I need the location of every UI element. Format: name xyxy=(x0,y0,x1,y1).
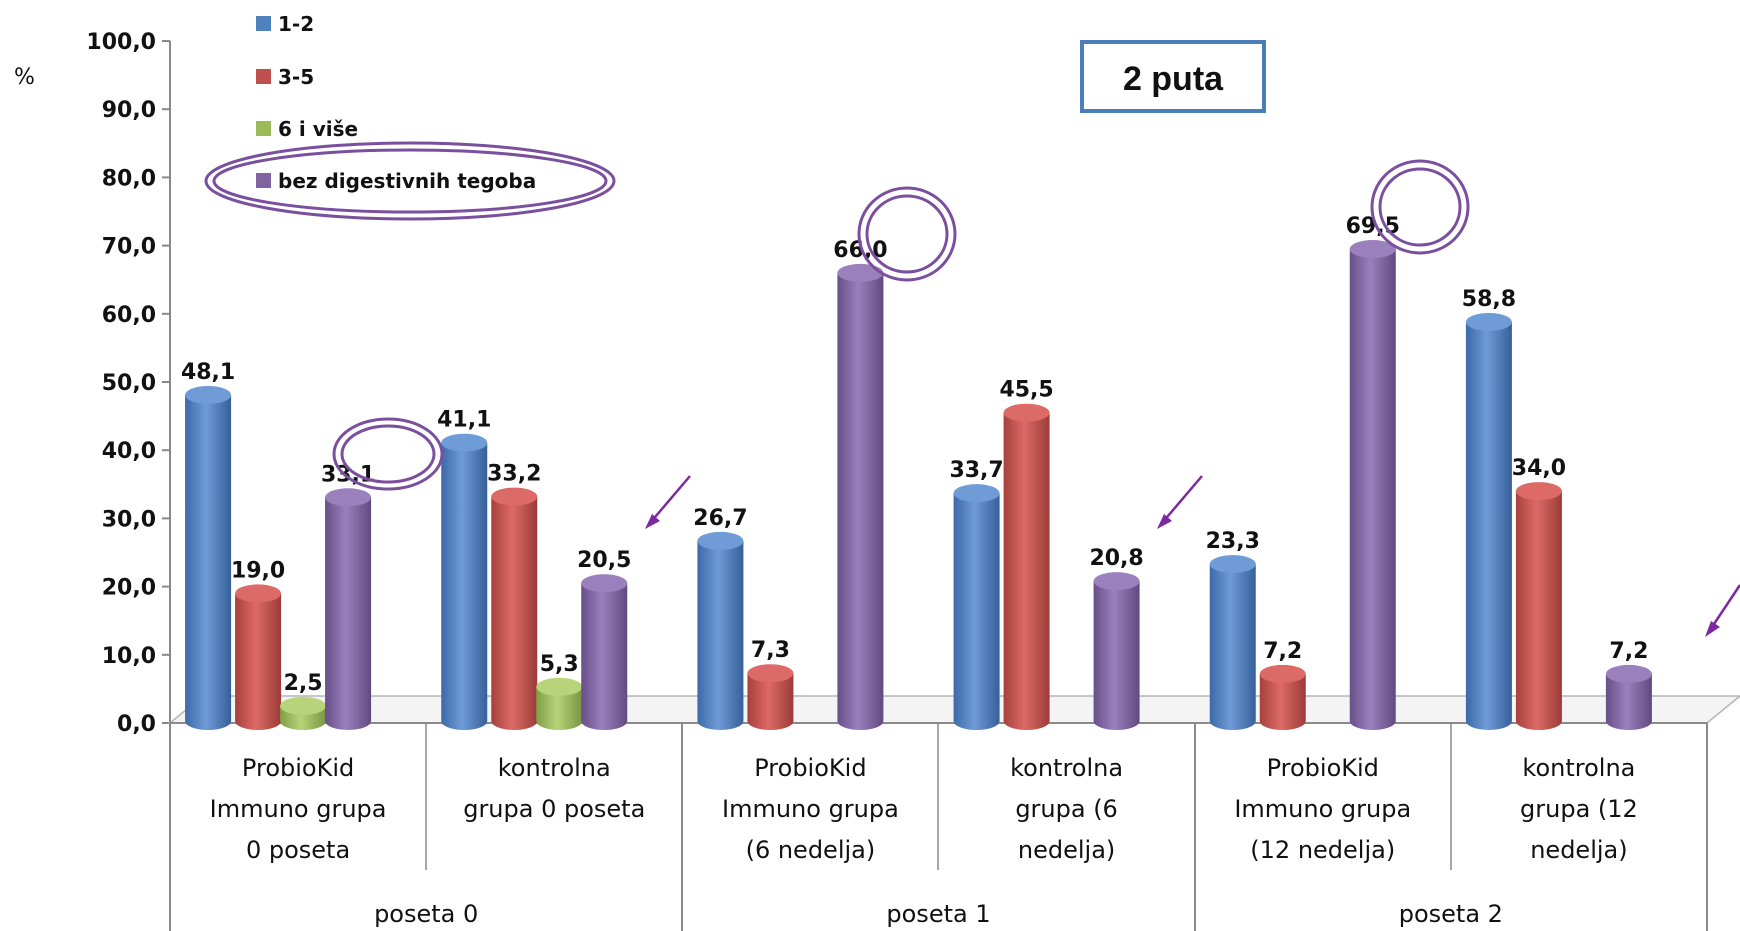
bar-3-5-5 xyxy=(1515,482,1562,730)
bar-bez-digestivnih-tegoba-1 xyxy=(581,574,628,730)
y-tick-label: 90,0 xyxy=(102,98,156,123)
highlight-circles xyxy=(204,141,1470,491)
data-label: 5,3 xyxy=(540,652,579,677)
data-label: 20,5 xyxy=(577,548,631,573)
data-label: 48,1 xyxy=(181,360,235,385)
y-tick-label: 20,0 xyxy=(102,576,156,601)
data-label: 26,7 xyxy=(693,506,747,531)
category-label: grupa (6 xyxy=(1015,795,1118,823)
y-tick-label: 80,0 xyxy=(102,166,156,191)
legend-label: bez digestivnih tegoba xyxy=(278,169,536,193)
category-label: grupa 0 poseta xyxy=(463,795,645,823)
y-tick-label: 70,0 xyxy=(102,235,156,260)
data-label: 45,5 xyxy=(999,378,1053,403)
bar-3-5-3 xyxy=(1003,403,1050,730)
bar-1-2-2 xyxy=(697,531,744,730)
bar-bez-digestivnih-tegoba-5 xyxy=(1605,664,1652,730)
y-tick-label: 10,0 xyxy=(102,644,156,669)
legend-item: 6 i više xyxy=(256,117,358,141)
group-label: poseta 2 xyxy=(1399,900,1503,928)
data-label: 58,8 xyxy=(1462,287,1516,312)
highlight-circle-69-5 xyxy=(1370,159,1470,255)
legend-item: 3-5 xyxy=(256,65,314,89)
y-tick-label: 60,0 xyxy=(102,303,156,328)
legend-swatch xyxy=(256,173,271,188)
bar-1-2-1 xyxy=(441,433,488,730)
data-labels: 48,119,02,533,141,133,25,320,526,77,366,… xyxy=(181,214,1648,696)
legend-item: 1-2 xyxy=(256,12,314,36)
category-label: nedelja) xyxy=(1018,836,1115,864)
bar-3-5-2 xyxy=(747,664,794,730)
bar-6-i-više-1 xyxy=(536,677,583,730)
y-axis-label: % xyxy=(14,65,35,90)
category-label: ProbioKid xyxy=(754,754,866,782)
category-label: (6 nedelja) xyxy=(746,836,876,864)
data-label: 19,0 xyxy=(231,558,285,583)
category-label: kontrolna xyxy=(498,754,611,782)
bar-1-2-0 xyxy=(185,385,232,730)
data-label: 33,2 xyxy=(487,462,541,487)
category-label: Immuno grupa xyxy=(210,795,387,823)
annotation-text: 2 puta xyxy=(1123,60,1224,98)
bar-1-2-3 xyxy=(953,484,1000,730)
data-label: 20,8 xyxy=(1089,546,1143,571)
category-label: Immuno grupa xyxy=(722,795,899,823)
data-label: 2,5 xyxy=(284,671,323,696)
arrow-icon xyxy=(1157,475,1203,529)
category-label: Immuno grupa xyxy=(1234,795,1411,823)
legend-label: 1-2 xyxy=(278,12,314,36)
highlight-circle-legend xyxy=(204,141,616,221)
group-label: poseta 0 xyxy=(374,900,478,928)
bar-3-5-1 xyxy=(491,487,538,730)
category-label: grupa (12 xyxy=(1520,795,1638,823)
legend-item: bez digestivnih tegoba xyxy=(256,169,536,193)
data-label: 7,2 xyxy=(1609,639,1648,664)
bar-1-2-4 xyxy=(1209,555,1256,730)
highlight-circle-66-0 xyxy=(857,186,957,282)
legend-label: 6 i više xyxy=(278,117,358,141)
annotation-box: 2 puta xyxy=(1080,40,1266,113)
y-tick-label: 30,0 xyxy=(102,507,156,532)
data-label: 23,3 xyxy=(1206,529,1260,554)
data-label: 7,2 xyxy=(1263,639,1302,664)
group-label: poseta 1 xyxy=(886,900,990,928)
highlight-circle-33-1 xyxy=(332,417,444,491)
category-label: 0 poseta xyxy=(246,836,350,864)
annotation-arrows xyxy=(645,475,1740,637)
category-label: ProbioKid xyxy=(1267,754,1379,782)
y-axis: 0,0 10,0 20,0 30,0 40,0 50,0 60,0 70,0 80,0 90,0 1… xyxy=(86,30,171,737)
arrow-icon xyxy=(1705,584,1740,637)
data-label: 7,3 xyxy=(751,638,790,663)
legend-swatch xyxy=(256,16,271,31)
legend-swatch xyxy=(256,121,271,136)
arrow-icon xyxy=(645,475,691,529)
legend: 1-2 3-5 6 i više bez digestivnih tegoba xyxy=(256,12,536,193)
bar-bez-digestivnih-tegoba-3 xyxy=(1093,572,1140,730)
bar-3-5-0 xyxy=(235,584,282,730)
data-label: 41,1 xyxy=(437,408,491,433)
y-tick-label: 100,0 xyxy=(86,30,156,55)
y-tick-label: 0,0 xyxy=(117,712,156,737)
bar-bez-digestivnih-tegoba-0 xyxy=(325,488,372,730)
category-label: (12 nedelja) xyxy=(1250,836,1395,864)
bar-bez-digestivnih-tegoba-4 xyxy=(1349,240,1396,730)
y-tick-label: 50,0 xyxy=(102,371,156,396)
bar-3-5-4 xyxy=(1259,664,1306,730)
bar-bez-digestivnih-tegoba-2 xyxy=(837,263,884,730)
category-label: ProbioKid xyxy=(242,754,354,782)
data-label: 34,0 xyxy=(1512,456,1566,481)
legend-swatch xyxy=(256,69,271,84)
category-axis-table: ProbioKid Immuno grupa 0 poseta kontrolna gr… xyxy=(169,723,1708,931)
bar-1-2-5 xyxy=(1465,312,1512,730)
y-tick-label: 40,0 xyxy=(102,439,156,464)
category-label: kontrolna xyxy=(1522,754,1635,782)
bar-6-i-više-0 xyxy=(280,696,327,730)
category-label: kontrolna xyxy=(1010,754,1123,782)
bars xyxy=(185,240,1652,730)
category-label: nedelja) xyxy=(1530,836,1627,864)
data-label: 33,7 xyxy=(949,458,1003,483)
legend-label: 3-5 xyxy=(278,65,314,89)
